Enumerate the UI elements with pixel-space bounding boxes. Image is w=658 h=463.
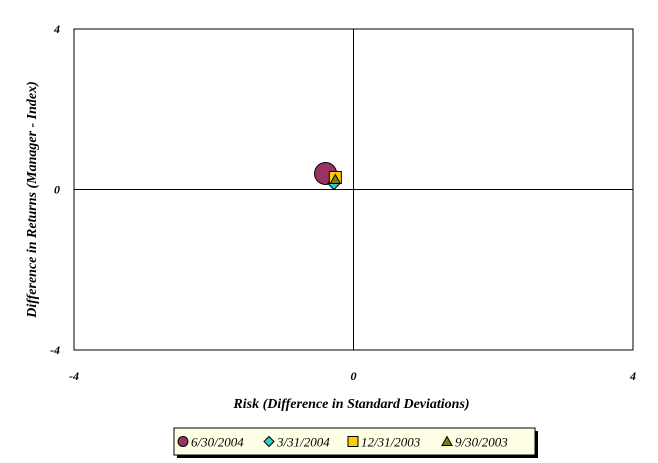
x-tick-label: 0 bbox=[351, 369, 357, 383]
data-point-triangle bbox=[329, 173, 342, 184]
legend-marker-circle bbox=[177, 436, 189, 447]
tick-labels: -4 0 4 4 0 -4 bbox=[50, 22, 636, 383]
legend-marker-triangle bbox=[441, 435, 453, 446]
legend-marker-diamond bbox=[263, 435, 275, 448]
reference-lines bbox=[74, 29, 633, 350]
legend-marker-square bbox=[347, 436, 359, 447]
y-tick-label: 4 bbox=[53, 22, 60, 36]
legend-label: 6/30/2004 bbox=[191, 435, 244, 450]
y-tick-label: 0 bbox=[54, 183, 60, 197]
y-axis-title: Difference in Returns (Manager - Index) bbox=[25, 81, 40, 319]
legend-label: 9/30/2003 bbox=[455, 435, 508, 450]
y-tick-label: -4 bbox=[50, 343, 60, 357]
legend-label: 3/31/2004 bbox=[276, 435, 330, 450]
x-tick-label: -4 bbox=[69, 369, 79, 383]
legend: 6/30/2004 3/31/2004 12/31/2003 9/30/2003 bbox=[173, 427, 538, 458]
data-points bbox=[314, 161, 342, 191]
x-axis-title: Risk (Difference in Standard Deviations) bbox=[232, 397, 469, 412]
axis-titles: Risk (Difference in Standard Deviations)… bbox=[25, 81, 470, 412]
legend-label: 12/31/2003 bbox=[361, 435, 421, 450]
x-tick-label: 4 bbox=[629, 369, 636, 383]
